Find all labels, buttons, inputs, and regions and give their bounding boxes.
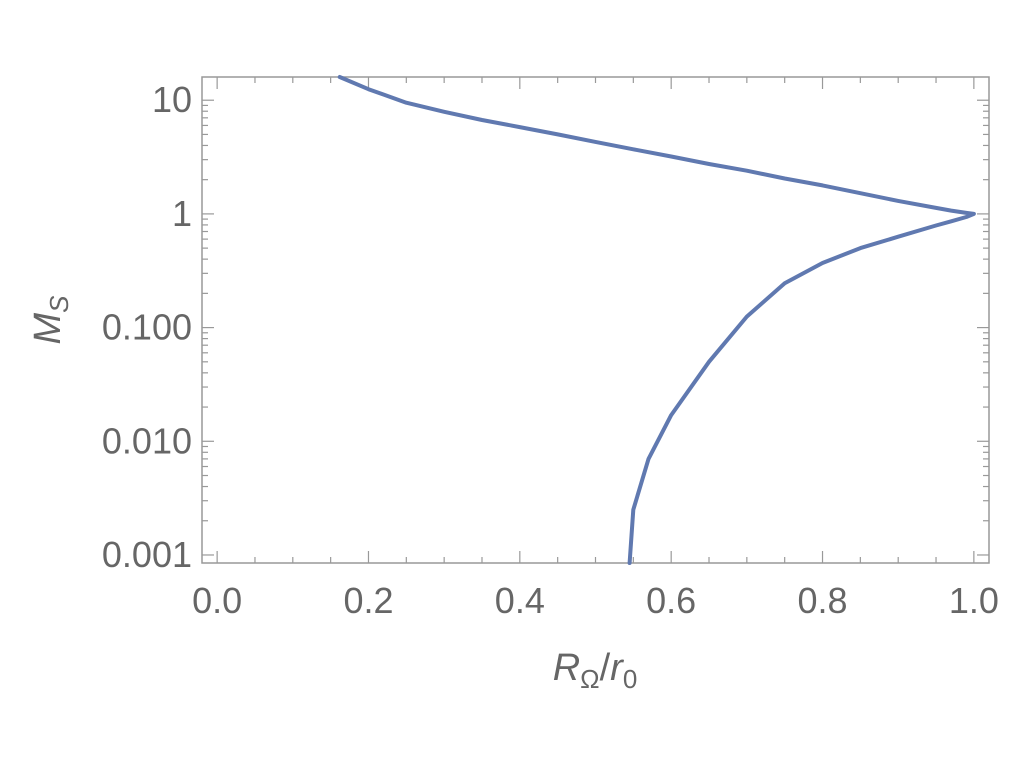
x-axis-title-denom-sub: 0 [623,664,637,694]
y-tick-label: 0.100 [102,307,192,348]
x-tick-label: 0.4 [495,580,545,621]
ticks [202,77,989,563]
plot-frame [201,76,990,564]
x-axis-title: RΩ/r0 [553,647,638,694]
series-line [337,75,976,565]
x-axis-title-main-sub: Ω [580,664,599,694]
x-tick-label: 0.0 [192,580,242,621]
x-axis-title-main: R [553,647,580,689]
y-tick-label: 0.001 [102,534,192,575]
x-tick-label: 1.0 [949,580,999,621]
x-tick-label: 0.8 [797,580,847,621]
x-axis-title-slash: / [600,647,611,689]
x-tick-label: 0.6 [646,580,696,621]
y-axis-title: MS [27,295,74,345]
y-tick-label: 10 [152,79,192,120]
y-tick-label: 1 [172,193,192,234]
x-axis-title-denom: r [610,647,624,689]
y-tick-label: 0.010 [102,420,192,461]
x-tick-label: 0.2 [343,580,393,621]
tick-labels: 0.0 0.2 0.4 0.6 0.8 1.0 10 1 0.100 0.010 0.001 [102,79,999,621]
y-axis-title-main: M [27,313,69,345]
y-axis-title-sub: S [44,295,74,313]
series [337,75,976,565]
